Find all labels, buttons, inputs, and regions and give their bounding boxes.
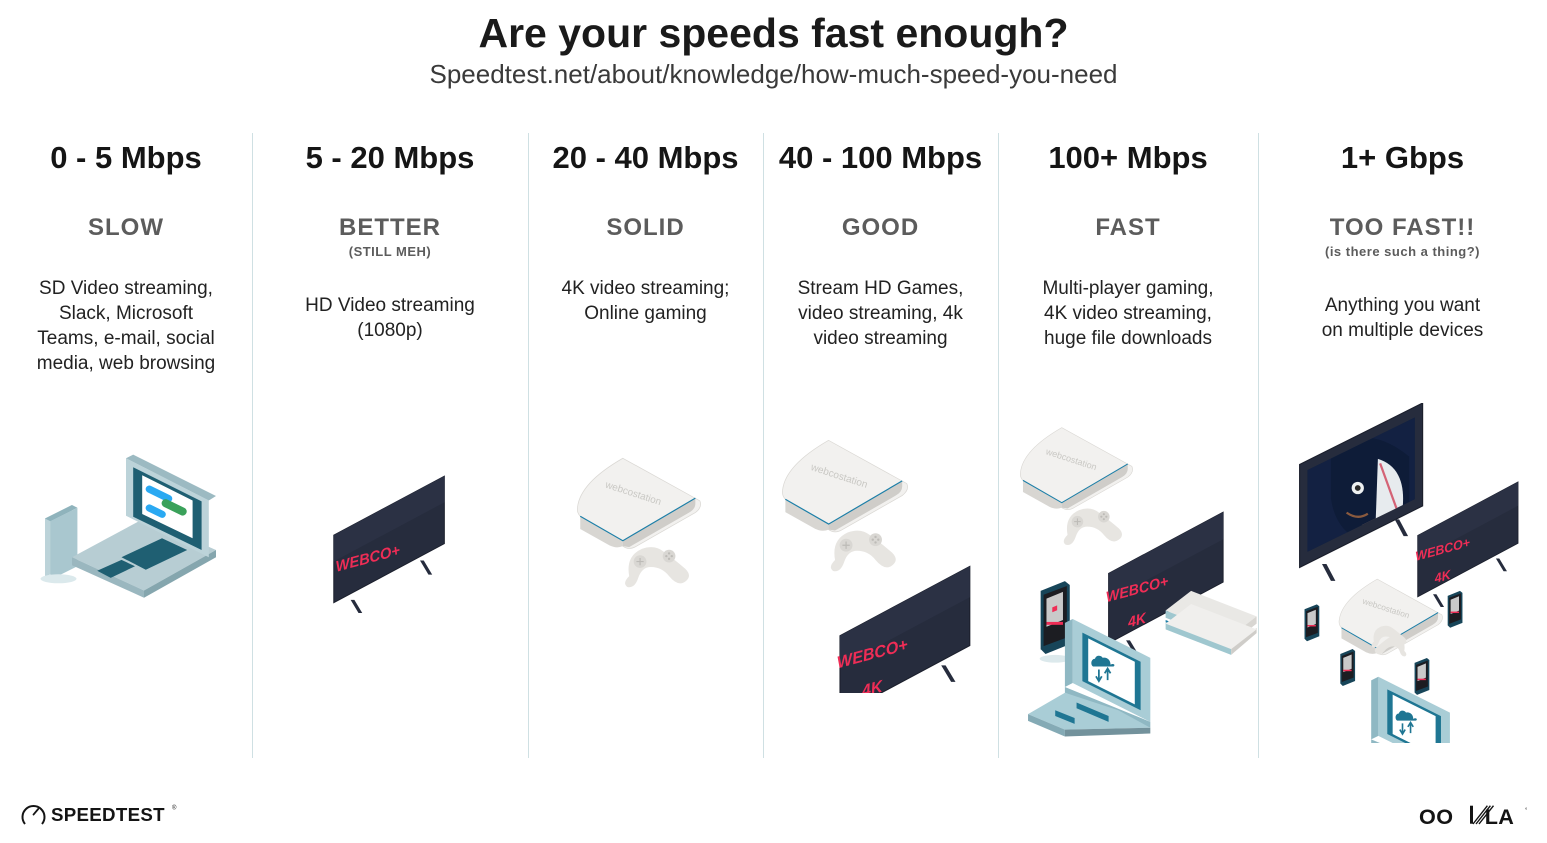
svg-text:SPEEDTEST: SPEEDTEST xyxy=(51,804,165,825)
svg-text:°: ° xyxy=(1525,806,1527,814)
svg-text:LA: LA xyxy=(1485,804,1515,829)
svg-text:®: ® xyxy=(172,805,177,812)
svg-text:OO: OO xyxy=(1419,804,1453,829)
